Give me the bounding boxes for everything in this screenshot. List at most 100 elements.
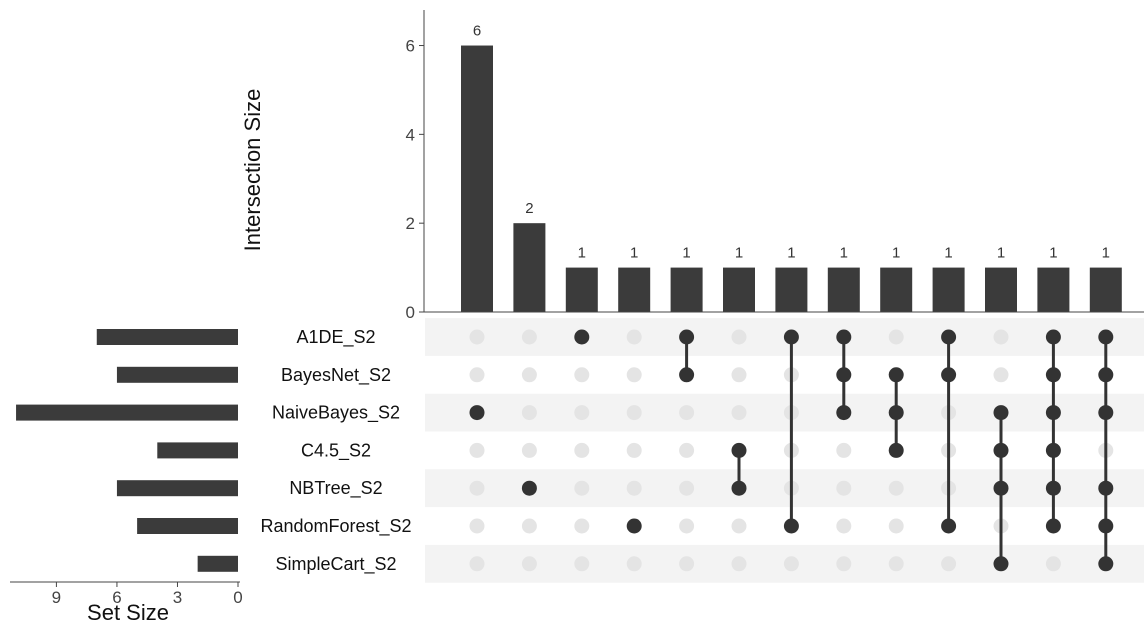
intersection-count-label: 1 [735,245,743,262]
intersection-count-label: 1 [682,245,690,262]
matrix-dot-inactive [836,518,852,534]
matrix-dot-inactive [574,518,590,534]
matrix-dot-inactive [731,556,747,572]
set-size-bar [116,480,238,497]
intersection-count-label: 1 [892,245,900,262]
matrix-dot-active [888,405,904,421]
set-size-x-tick-label: 9 [52,588,61,607]
matrix-dot-inactive [469,480,485,496]
matrix-dot-active [679,329,695,345]
matrix-dot-inactive [626,367,642,383]
intersection-bar [1037,267,1070,312]
matrix-dot-inactive [888,518,904,534]
matrix-dot-inactive [731,405,747,421]
matrix-dot-inactive [521,442,537,458]
matrix-dot-inactive [574,405,590,421]
matrix-dot-active [626,518,642,534]
matrix-dot-active [1098,329,1114,345]
membership-matrix [469,329,1114,572]
intersection-bar [618,267,651,312]
matrix-dot-inactive [574,480,590,496]
intersection-y-tick-label: 0 [406,303,415,322]
intersection-bar [670,267,703,312]
matrix-dot-inactive [1045,556,1061,572]
intersection-count-label: 1 [944,245,952,262]
matrix-dot-active [941,329,957,345]
matrix-dot-active [888,442,904,458]
intersection-y-tick-label: 2 [406,214,415,233]
matrix-dot-inactive [626,405,642,421]
intersection-bar [461,45,493,312]
matrix-dot-active [1045,329,1061,345]
matrix-dot-active [1045,367,1061,383]
intersection-bar [985,267,1017,312]
matrix-dot-inactive [469,556,485,572]
axes: 0 2 4 6 9 6 3 0 [10,10,1144,607]
matrix-dot-inactive [469,367,485,383]
intersection-axis-title: Intersection Size [240,89,265,252]
intersection-bars: 6 2 1 1 1 1 1 1 1 1 1 1 1 [461,23,1122,312]
set-size-bar [137,518,238,534]
set-labels: A1DE_S2 BayesNet_S2 NaiveBayes_S2 C4.5_S2 NB… [260,327,411,575]
intersection-bar [565,267,598,312]
matrix-dot-inactive [679,405,695,421]
intersection-bar [513,223,546,312]
matrix-dot-inactive [941,556,957,572]
matrix-dot-inactive [626,480,642,496]
intersection-bar [775,267,808,312]
matrix-dot-active [836,367,852,383]
intersection-count-label: 1 [1102,245,1110,262]
matrix-dot-inactive [888,480,904,496]
matrix-dot-active [1045,480,1061,496]
set-size-axis-title: Set Size [87,600,169,624]
set-size-bars [16,329,238,572]
set-size-bar [16,404,238,421]
matrix-dot-active [993,480,1009,496]
matrix-dot-inactive [731,329,747,345]
matrix-dot-inactive [626,442,642,458]
intersection-y-tick-label: 6 [406,37,415,56]
matrix-dot-inactive [679,556,695,572]
matrix-dot-active [993,556,1009,572]
matrix-dot-inactive [574,367,590,383]
intersection-count-label: 6 [473,23,481,40]
matrix-dot-inactive [574,556,590,572]
matrix-dot-inactive [626,556,642,572]
matrix-dot-active [1045,442,1061,458]
intersection-bar [723,267,755,312]
matrix-dot-inactive [469,442,485,458]
matrix-dot-active [731,442,747,458]
matrix-dot-active [993,405,1009,421]
matrix-dot-inactive [469,329,485,345]
matrix-dot-inactive [521,556,537,572]
set-size-x-tick-label: 0 [233,588,242,607]
intersection-y-tick-label: 4 [406,125,415,144]
matrix-dot-active [993,442,1009,458]
set-name-label: SimpleCart_S2 [275,554,396,575]
matrix-dot-active [1098,556,1114,572]
matrix-dot-active [888,367,904,383]
set-size-x-tick-label: 3 [173,588,182,607]
matrix-dot-inactive [836,556,852,572]
matrix-dot-inactive [574,442,590,458]
matrix-dot-inactive [626,329,642,345]
matrix-dot-active [679,367,695,383]
matrix-dot-inactive [679,480,695,496]
intersection-bar [932,267,965,312]
matrix-dot-active [1098,518,1114,534]
set-name-label: C4.5_S2 [301,440,371,461]
matrix-dot-inactive [783,556,799,572]
matrix-dot-active [1045,518,1061,534]
intersection-count-label: 1 [630,245,638,262]
matrix-dot-active [574,329,590,345]
matrix-dot-active [1098,480,1114,496]
intersection-count-label: 1 [1049,245,1057,262]
matrix-dot-inactive [469,518,485,534]
matrix-dot-active [1045,405,1061,421]
set-size-bar [197,555,238,572]
matrix-dot-active [469,405,485,421]
matrix-dot-inactive [993,329,1009,345]
set-name-label: A1DE_S2 [296,327,375,348]
set-size-x-tick-label: 6 [112,588,121,607]
